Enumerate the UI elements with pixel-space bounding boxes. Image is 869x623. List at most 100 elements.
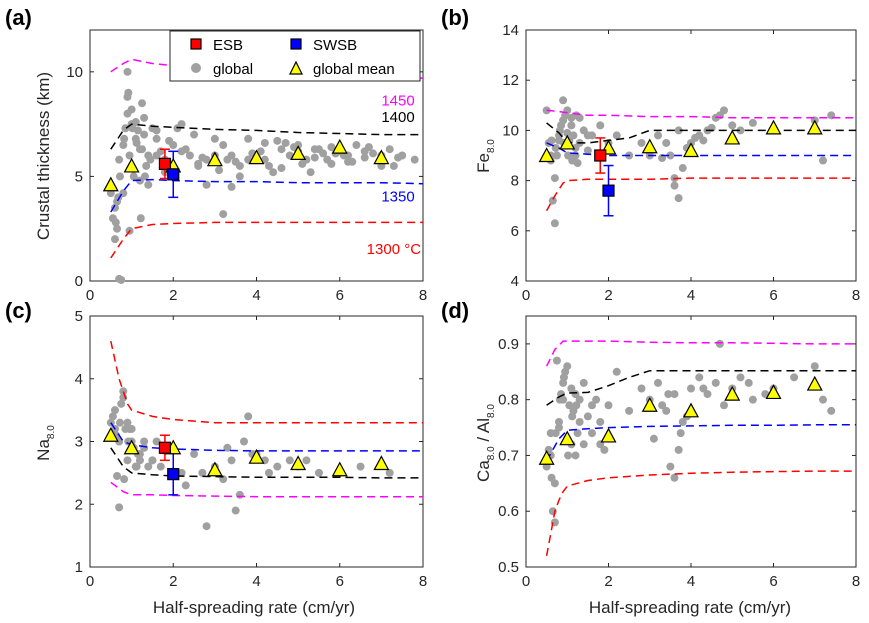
global-point: [699, 384, 708, 393]
global-mean-point: [373, 455, 390, 471]
global-point: [190, 450, 199, 459]
global-point: [654, 131, 662, 140]
global-point: [604, 401, 613, 410]
global-mean-point: [206, 461, 223, 477]
global-point: [552, 356, 561, 365]
isotherm-label-1400: 1400: [381, 109, 414, 126]
x-tick-label: 8: [852, 573, 860, 590]
global-point: [664, 390, 673, 399]
x-tick-label: 2: [604, 287, 612, 304]
global-point: [135, 145, 144, 154]
global-point: [177, 468, 186, 477]
global-point: [356, 462, 365, 471]
global-point: [115, 503, 124, 512]
global-point: [827, 406, 836, 415]
y-axis-title-c-main: Na: [34, 439, 53, 461]
global-mean-point: [724, 129, 741, 145]
global-point: [569, 131, 578, 140]
global-point: [790, 373, 799, 382]
global-point: [670, 390, 679, 399]
global-point: [269, 168, 278, 177]
global-point: [277, 145, 286, 154]
global-point: [138, 99, 147, 108]
global-point: [310, 153, 319, 162]
global-point: [152, 134, 161, 143]
global-point: [124, 88, 133, 97]
y-axis-title-c-sub: 8.0: [46, 425, 57, 439]
global-point: [625, 406, 634, 415]
global-point: [573, 429, 582, 438]
global-point: [552, 151, 561, 160]
global-point: [256, 147, 265, 156]
global-point: [127, 424, 136, 433]
isotherm-line-1300: [545, 177, 856, 212]
y-axis-title-c: Na8.0: [34, 425, 57, 461]
global-point: [559, 116, 568, 125]
global-point: [152, 126, 161, 135]
x-axis-title-d: Half-spreading rate (cm/yr): [589, 598, 791, 617]
isotherm-line-1350: [545, 424, 856, 462]
global-point: [819, 156, 827, 165]
global-mean-point: [248, 149, 265, 165]
global-point: [120, 134, 129, 143]
x-tick-label: 4: [687, 573, 695, 590]
x-tick-label: 4: [687, 287, 695, 304]
global-point: [592, 395, 601, 404]
y-tick-label: 4: [511, 273, 519, 290]
x-tick-label: 8: [419, 287, 427, 304]
plot-frame: [89, 315, 424, 568]
isotherm-label-1300: 1300 °C: [367, 241, 422, 258]
global-point: [117, 275, 126, 284]
global-point: [695, 373, 704, 382]
global-point: [691, 133, 700, 142]
global-point: [198, 153, 207, 162]
global-point: [123, 456, 132, 465]
y-axis-title-b-main: Fe: [474, 153, 493, 173]
global-point: [298, 159, 307, 168]
global-point: [244, 134, 253, 143]
legend-marker-global: [191, 63, 201, 73]
global-point: [563, 128, 572, 137]
global-point: [583, 412, 592, 421]
global-mean-point: [724, 385, 741, 401]
global-point: [564, 451, 573, 460]
global-mean-point: [641, 396, 658, 412]
global-point: [547, 473, 556, 482]
global-mean-point: [682, 142, 700, 158]
y-tick-label: 3: [75, 434, 83, 451]
global-point: [231, 506, 240, 515]
x-tick-label: 2: [169, 287, 177, 304]
global-mean-point: [559, 134, 576, 150]
y-axis-title-d-main: Ca: [474, 460, 493, 482]
global-point: [385, 468, 394, 477]
global-point: [289, 143, 298, 152]
legend-marker-global-mean: [289, 60, 303, 75]
global-point: [235, 172, 244, 181]
global-mean-point: [538, 449, 555, 465]
global-point: [568, 412, 577, 421]
isotherm-line-1450: [110, 481, 423, 498]
global-point: [231, 157, 240, 166]
isotherm-line-1300: [110, 221, 423, 259]
global-point: [678, 164, 687, 173]
legend-label-global-mean: global mean: [313, 61, 395, 78]
global-mean-point: [600, 427, 617, 443]
global-point: [385, 145, 394, 154]
panel-label-b: (b): [441, 5, 469, 30]
y-tick-label: 5: [75, 168, 83, 185]
swsb-point: [602, 184, 615, 197]
global-point: [227, 456, 236, 465]
global-point: [674, 445, 683, 454]
global-point: [110, 406, 119, 415]
global-point: [108, 412, 117, 421]
global-point: [550, 219, 559, 228]
global-point: [819, 395, 827, 404]
global-point: [612, 367, 621, 376]
global-point: [572, 111, 581, 120]
global-point: [748, 118, 757, 127]
global-mean-point: [641, 138, 658, 154]
legend: ESB SWSB global global mean: [169, 30, 421, 82]
esb-point: [158, 157, 172, 170]
